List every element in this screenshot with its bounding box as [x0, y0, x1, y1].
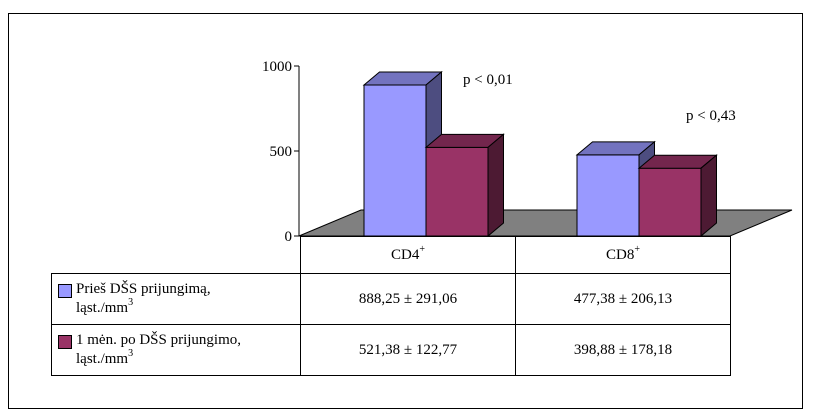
table-row-series-2: 1 mėn. po DŠS prijungimo, ląst./mm3 521,3…	[52, 325, 731, 376]
y-tick-label: 500	[270, 144, 293, 160]
table-cell-series-2-cd8: 398,88 ± 178,18	[516, 325, 731, 376]
category-header-cd4: CD4+	[301, 237, 516, 274]
table-cell-series-2-cd4: 521,38 ± 122,77	[301, 325, 516, 376]
table-cell-series-1-cd4: 888,25 ± 291,06	[301, 274, 516, 325]
legend-entry-series-1: Prieš DŠS prijungimą, ląst./mm3	[52, 274, 301, 325]
bar-front	[426, 147, 488, 236]
legend-label-series-2: 1 mėn. po DŠS prijungimo, ląst./mm3	[76, 331, 241, 369]
bar-front	[639, 168, 701, 236]
legend-swatch-series-2	[58, 335, 72, 349]
bar-side	[701, 155, 717, 236]
legend-entry-series-2: 1 mėn. po DŠS prijungimo, ląst./mm3	[52, 325, 301, 376]
bar-side	[488, 134, 504, 236]
table-cell-series-1-cd8: 477,38 ± 206,13	[516, 274, 731, 325]
bar-front	[577, 155, 639, 236]
p-value-annotation: p < 0,01	[463, 72, 513, 88]
category-header-cd8: CD8+	[516, 237, 731, 274]
table-corner	[52, 237, 301, 274]
table-row-series-1: Prieš DŠS prijungimą, ląst./mm3 888,25 ± …	[52, 274, 731, 325]
p-value-annotation: p < 0,43	[686, 108, 736, 124]
legend-label-series-1: Prieš DŠS prijungimą, ląst./mm3	[76, 280, 211, 318]
data-table: CD4+ CD8+ Prieš DŠS prijungimą, ląst./mm3…	[51, 236, 731, 376]
bar-cd4-series-2	[426, 134, 504, 236]
bar-cd8-series-2	[639, 155, 717, 236]
table-header-row: CD4+ CD8+	[52, 237, 731, 274]
legend-swatch-series-1	[58, 284, 72, 298]
y-tick-label: 1000	[262, 59, 292, 75]
bar-front	[364, 85, 426, 236]
